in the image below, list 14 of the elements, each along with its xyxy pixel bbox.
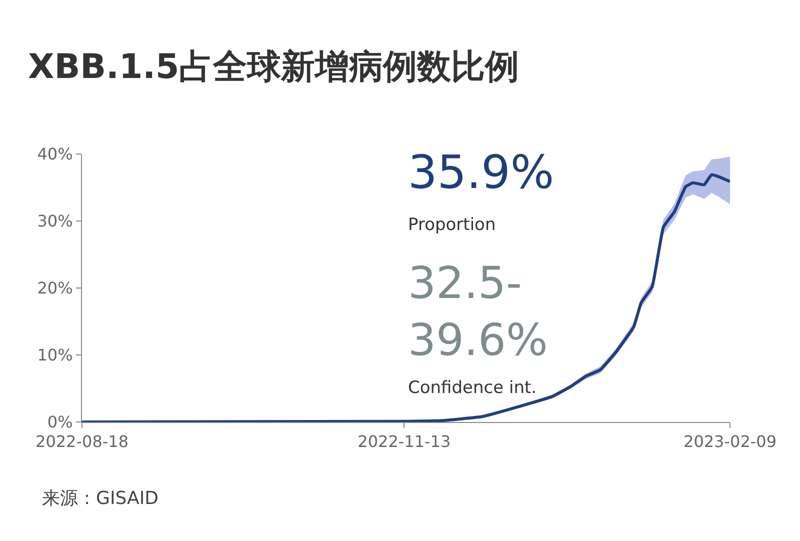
annotation: 35.9% — [408, 145, 554, 199]
annotation: Proportion — [408, 215, 496, 235]
y-tick-label: 0% — [47, 412, 73, 432]
y-tick-label: 40% — [37, 144, 73, 164]
source-note: 来源：GISAID — [42, 488, 158, 509]
y-tick-label: 20% — [37, 278, 73, 298]
y-tick-label: 30% — [37, 212, 73, 231]
annotation: 32.5- 39.6% — [408, 258, 548, 366]
annotation: Confidence int. — [408, 378, 537, 398]
y-tick-label: 10% — [37, 346, 73, 365]
x-tick-label: 2023-02-09 — [684, 432, 776, 452]
x-tick-label: 2022-08-18 — [36, 432, 128, 452]
chart-title: XBB.1.5占全球新增病例数比例 — [28, 46, 520, 87]
x-tick-label: 2022-11-13 — [358, 432, 451, 452]
